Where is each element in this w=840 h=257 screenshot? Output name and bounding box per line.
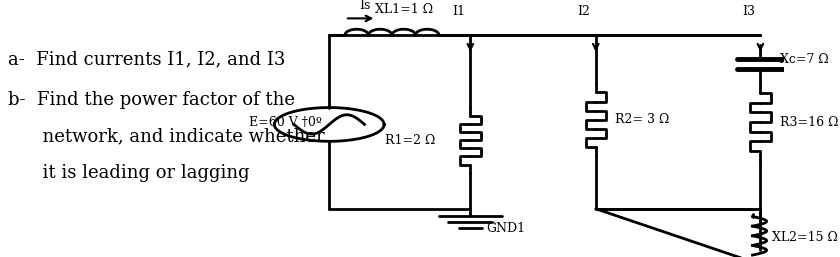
Text: Xc=7 Ω: Xc=7 Ω	[780, 53, 829, 66]
Text: I1: I1	[452, 5, 465, 19]
Text: R2= 3 Ω: R2= 3 Ω	[616, 113, 669, 126]
Text: E=60 V †0º: E=60 V †0º	[249, 116, 322, 128]
Text: network, and indicate whether: network, and indicate whether	[8, 127, 324, 145]
Text: XL1=1 Ω: XL1=1 Ω	[375, 3, 433, 16]
Text: I2: I2	[578, 5, 591, 19]
Text: a-  Find currents I1, I2, and I3: a- Find currents I1, I2, and I3	[8, 50, 286, 68]
Text: R1=2 Ω: R1=2 Ω	[385, 134, 435, 146]
Text: GND1: GND1	[486, 222, 525, 235]
Text: R3=16 Ω: R3=16 Ω	[780, 116, 838, 128]
Text: it is leading or lagging: it is leading or lagging	[8, 164, 249, 182]
Text: I3: I3	[742, 5, 755, 19]
Text: XL2=15 Ω: XL2=15 Ω	[772, 231, 838, 244]
Text: Is: Is	[359, 0, 370, 12]
Text: b-  Find the power factor of the: b- Find the power factor of the	[8, 91, 295, 109]
